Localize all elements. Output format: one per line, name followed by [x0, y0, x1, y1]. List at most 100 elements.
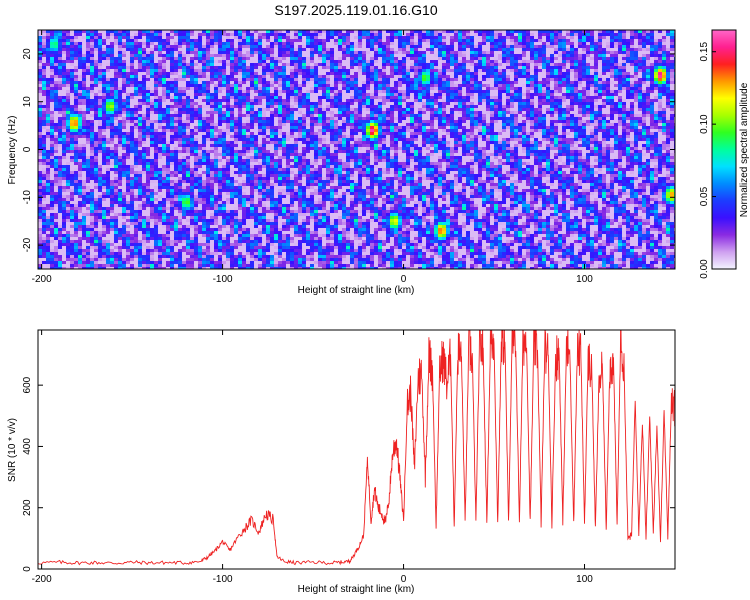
heatmap-cell [426, 81, 431, 85]
heatmap-cell [630, 108, 635, 112]
heatmap-cell [174, 66, 179, 70]
heatmap-cell [362, 93, 367, 97]
heatmap-cell [526, 51, 531, 55]
heatmap-cell [618, 75, 623, 79]
heatmap-cell [366, 45, 371, 49]
heatmap-cell [462, 42, 467, 46]
heatmap-cell [566, 42, 571, 46]
heatmap-cell [490, 54, 495, 58]
heatmap-cell [514, 51, 519, 55]
heatmap-cell [526, 30, 531, 34]
heatmap-cell [634, 54, 639, 58]
heatmap-cell [522, 57, 527, 61]
heatmap-cell [174, 57, 179, 61]
heatmap-cell [390, 120, 395, 124]
heatmap-cell [650, 72, 655, 76]
heatmap-cell [582, 81, 587, 85]
heatmap-cell [102, 54, 107, 58]
heatmap-cell [182, 60, 187, 64]
heatmap-cell [214, 42, 219, 46]
heatmap-cell [182, 117, 187, 121]
heatmap-cell [130, 69, 135, 73]
heatmap-cell [162, 93, 167, 97]
heatmap-cell [42, 42, 47, 46]
heatmap-cell [410, 45, 415, 49]
heatmap-cell [310, 111, 315, 115]
heatmap-cell [582, 75, 587, 79]
heatmap-cell [462, 90, 467, 94]
heatmap-cell [474, 78, 479, 82]
heatmap-cell [146, 111, 151, 115]
heatmap-cell [394, 57, 399, 61]
heatmap-cell [42, 120, 47, 124]
heatmap-cell [582, 99, 587, 103]
heatmap-cell [166, 108, 171, 112]
heatmap-cell [86, 66, 91, 70]
heatmap-cell [378, 84, 383, 88]
heatmap-cell [534, 81, 539, 85]
heatmap-cell [78, 48, 83, 52]
heatmap-cell [358, 78, 363, 82]
heatmap-cell [274, 66, 279, 70]
heatmap-cell [194, 117, 199, 121]
heatmap-cell [134, 123, 139, 127]
heatmap-cell [74, 66, 79, 70]
heatmap-cell [146, 30, 151, 34]
heatmap-cell [454, 72, 459, 76]
heatmap-cell [190, 33, 195, 37]
heatmap-cell [146, 96, 151, 100]
heatmap-cell [426, 54, 431, 58]
heatmap-cell [402, 75, 407, 79]
heatmap-cell [310, 45, 315, 49]
heatmap-cell [578, 42, 583, 46]
heatmap-cell [282, 90, 287, 94]
heatmap-cell [614, 39, 619, 43]
heatmap-cell [190, 84, 195, 88]
heatmap-cell [650, 48, 655, 52]
heatmap-cell [298, 39, 303, 43]
heatmap-cell [314, 81, 319, 85]
heatmap-cell [490, 96, 495, 100]
heatmap-cell [570, 33, 575, 37]
heatmap-cell [310, 54, 315, 58]
heatmap-cell [610, 114, 615, 118]
heatmap-cell [298, 30, 303, 34]
heatmap-cell [494, 36, 499, 40]
heatmap-cell [474, 54, 479, 58]
heatmap-cell [662, 105, 667, 109]
heatmap-cell [418, 72, 423, 76]
heatmap-cell [86, 120, 91, 124]
heatmap-cell [602, 84, 607, 88]
heatmap-cell [522, 39, 527, 43]
heatmap-cell [138, 48, 143, 52]
heatmap-cell [458, 54, 463, 58]
heatmap-cell [266, 87, 271, 91]
heatmap-cell [286, 42, 291, 46]
heatmap-cell [314, 72, 319, 76]
heatmap-cell [398, 51, 403, 55]
heatmap-cell [422, 42, 427, 46]
heatmap-cell [606, 42, 611, 46]
heatmap-cell [654, 87, 659, 91]
heatmap-cell [602, 69, 607, 73]
heatmap-cell [514, 45, 519, 49]
heatmap-cell [570, 81, 575, 85]
heatmap-cell [62, 111, 67, 115]
heatmap-cell [246, 60, 251, 64]
heatmap-cell [434, 60, 439, 64]
heatmap-cell [362, 36, 367, 40]
heatmap-cell [602, 81, 607, 85]
heatmap-cell [618, 42, 623, 46]
heatmap-cell [38, 108, 43, 112]
heatmap-cell [494, 105, 499, 109]
heatmap-cell [98, 54, 103, 58]
heatmap-cell [134, 78, 139, 82]
heatmap-cell [114, 120, 119, 124]
heatmap-cell [290, 36, 295, 40]
heatmap-cell [110, 39, 115, 43]
heatmap-cell [594, 72, 599, 76]
heatmap-cell [174, 87, 179, 91]
heatmap-cell [670, 39, 675, 43]
heatmap-cell [142, 42, 147, 46]
heatmap-cell [150, 87, 155, 91]
